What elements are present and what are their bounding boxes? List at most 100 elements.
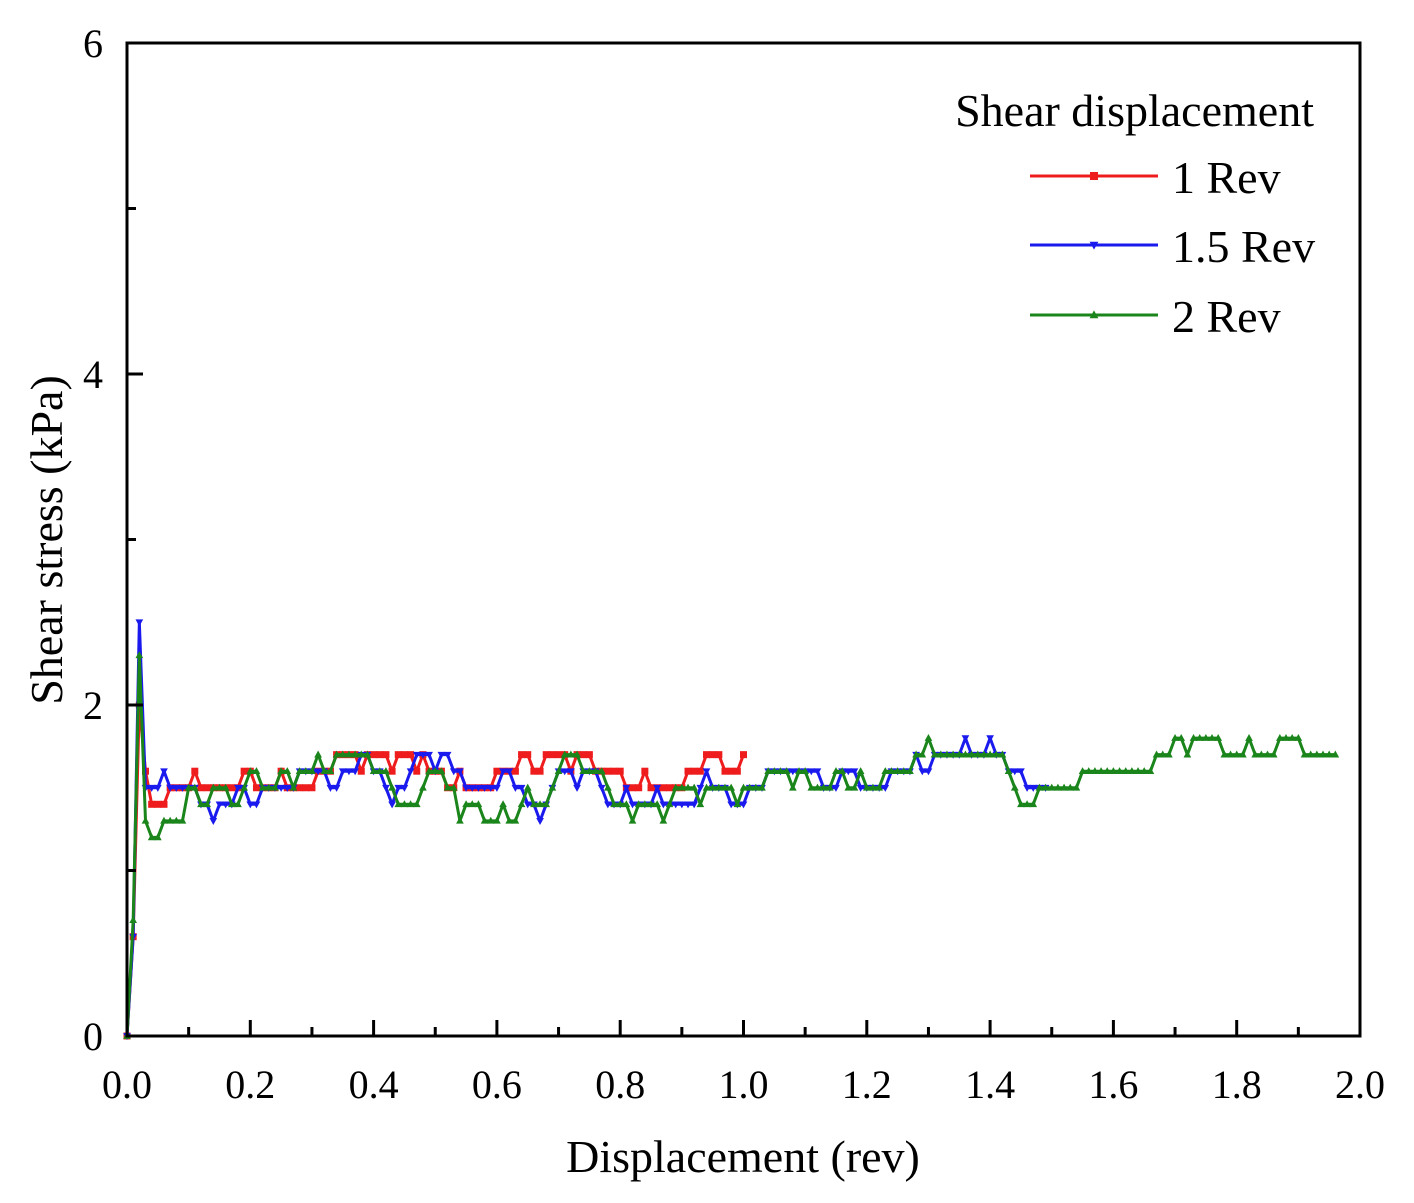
data-point: [456, 768, 464, 776]
data-point: [474, 784, 483, 792]
data-point: [1023, 784, 1031, 792]
data-point: [1103, 767, 1112, 775]
x-tick-label: 1.2: [842, 1062, 892, 1107]
data-point: [486, 816, 495, 824]
data-point: [1152, 750, 1161, 758]
y-tick-label: 2: [83, 683, 103, 728]
data-point: [172, 816, 181, 824]
data-point: [893, 767, 902, 775]
data-point: [1300, 750, 1309, 758]
data-point: [788, 783, 797, 791]
data-point: [727, 783, 736, 791]
data-point: [462, 800, 470, 808]
data-point: [542, 800, 551, 808]
data-point: [641, 767, 649, 775]
data-point: [234, 800, 242, 808]
data-point: [1017, 800, 1025, 808]
data-point: [277, 767, 285, 775]
data-point: [499, 768, 507, 776]
data-point: [1041, 783, 1050, 791]
data-point: [1010, 783, 1019, 791]
data-point: [721, 767, 729, 775]
data-point: [795, 767, 803, 775]
data-point: [178, 816, 187, 824]
data-point: [1220, 750, 1229, 758]
data-point: [314, 750, 322, 758]
x-tick-label: 0.2: [225, 1062, 275, 1107]
data-point: [153, 833, 162, 841]
data-point: [197, 800, 205, 808]
data-point: [413, 767, 421, 775]
data-point: [998, 750, 1007, 758]
data-point: [708, 783, 717, 791]
data-point: [659, 816, 668, 824]
data-point: [468, 800, 477, 808]
data-point: [209, 818, 218, 825]
data-point: [641, 800, 649, 808]
data-point: [295, 767, 304, 775]
data-point: [1257, 750, 1266, 758]
data-point: [943, 750, 951, 758]
data-point: [604, 767, 612, 775]
data-point: [659, 801, 668, 809]
data-point: [832, 767, 840, 775]
data-point: [406, 800, 415, 808]
data-point: [1165, 750, 1173, 758]
data-point: [456, 816, 464, 824]
data-point: [277, 784, 285, 792]
data-point: [1078, 767, 1087, 775]
data-point: [1134, 767, 1142, 775]
data-point: [825, 783, 834, 791]
data-point: [591, 767, 600, 775]
data-point: [388, 801, 396, 809]
data-point: [635, 784, 643, 792]
data-point: [936, 750, 945, 758]
legend-label: 1.5 Rev: [1172, 221, 1315, 272]
data-point: [419, 751, 427, 759]
data-point: [258, 783, 267, 791]
series-layer: [123, 619, 1340, 1041]
data-point: [227, 800, 236, 808]
y-axis-title: Shear stress (kPa): [21, 375, 72, 705]
data-point: [955, 750, 964, 758]
data-point: [523, 801, 532, 809]
data-point: [862, 783, 871, 791]
data-point: [308, 767, 316, 775]
data-point: [135, 651, 144, 659]
x-tick-label: 0.4: [349, 1062, 399, 1107]
data-point: [234, 784, 242, 792]
data-point: [493, 784, 501, 792]
data-point: [1115, 767, 1124, 775]
data-point: [425, 767, 433, 775]
data-point: [739, 801, 748, 809]
data-point: [536, 818, 544, 825]
data-point: [209, 783, 218, 791]
data-point: [382, 767, 390, 775]
legend-marker: [1090, 172, 1098, 180]
data-point: [659, 784, 667, 792]
data-point: [524, 751, 532, 759]
data-point: [665, 800, 674, 808]
data-point: [1017, 768, 1025, 776]
data-point: [406, 768, 415, 776]
data-point: [536, 800, 544, 808]
data-point: [1140, 767, 1149, 775]
data-point: [653, 800, 662, 808]
data-point: [400, 751, 408, 759]
data-point: [924, 768, 933, 776]
data-point: [684, 783, 692, 791]
data-point: [856, 784, 865, 792]
data-point: [184, 783, 193, 791]
data-point: [899, 767, 908, 775]
data-point: [1066, 783, 1075, 791]
data-point: [597, 767, 606, 775]
data-point: [493, 816, 501, 824]
data-point: [597, 784, 606, 792]
data-point: [634, 800, 643, 808]
data-point: [1171, 734, 1179, 741]
data-point: [1084, 767, 1093, 775]
data-point: [1109, 767, 1118, 775]
data-point: [437, 751, 446, 759]
data-point: [376, 751, 384, 759]
data-point: [326, 767, 335, 775]
